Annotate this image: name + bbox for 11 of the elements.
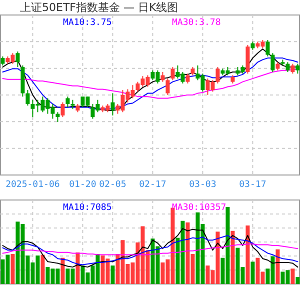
x-tick-label: 02-17 [139,180,166,190]
x-tick-label: 01-20 [69,180,96,190]
chart-title: 上证50ETF指数基金 — 日K线图 [20,1,178,14]
x-tick-label: 03-03 [189,180,216,190]
x-tick-label: 2025-01-06 [6,180,60,190]
text: MA10:3.75 [63,18,112,28]
x-tick-label: 02-05 [99,180,126,190]
annotation: MA10:7085 [63,203,112,213]
x-tick-label: 03-17 [239,180,266,190]
text: MA30:3.78 [172,18,221,28]
annotation: MA30:10357 [172,203,226,213]
